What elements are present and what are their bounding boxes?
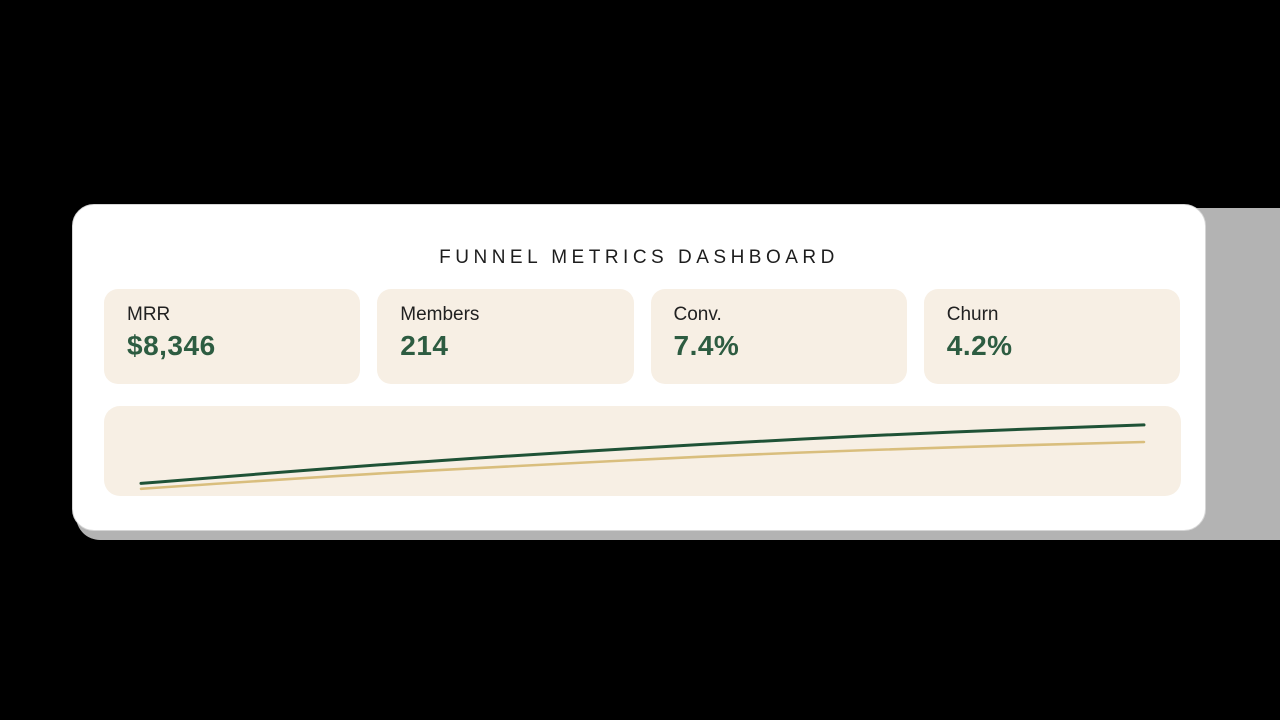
metric-value: 4.2% <box>946 330 1013 361</box>
metric-value: 7.4% <box>673 330 740 361</box>
metric-card-mrr: MRR $8,346 <box>104 289 361 384</box>
metric-card-conversion: Conv. 7.4% <box>650 289 907 384</box>
metric-label: MRR <box>127 304 171 325</box>
metric-value: $8,346 <box>127 330 216 361</box>
metric-value: 214 <box>400 330 449 361</box>
trend-chart-svg <box>139 423 1146 491</box>
metric-label: Conv. <box>673 304 722 325</box>
metric-card-churn: Churn 4.2% <box>923 289 1180 384</box>
dashboard-card: FUNNEL METRICS DASHBOARD MRR $8,346 Memb… <box>72 204 1206 531</box>
metric-tiles-row: MRR $8,346 Members 214 Conv. 7.4% Churn … <box>104 289 1180 384</box>
dashboard-title: FUNNEL METRICS DASHBOARD <box>439 247 839 268</box>
metric-card-members: Members 214 <box>377 289 634 384</box>
metric-label: Members <box>400 304 480 325</box>
secondary-trend-line <box>139 440 1146 491</box>
primary-trend-line <box>139 423 1146 485</box>
trend-chart-panel <box>104 406 1181 496</box>
metric-label: Churn <box>946 304 999 325</box>
